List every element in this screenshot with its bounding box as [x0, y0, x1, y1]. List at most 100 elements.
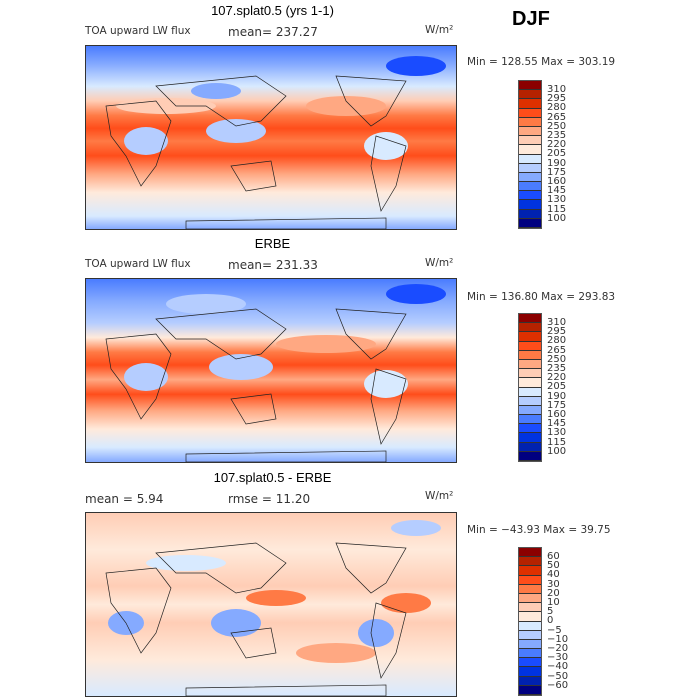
colorbar-tick-label: 250: [547, 120, 567, 132]
colorbar-box: [519, 630, 541, 640]
colorbar-box: [519, 396, 541, 406]
colorbar-box: [519, 658, 541, 668]
panel-3-mean: mean = 5.94: [85, 492, 164, 506]
map-field: [86, 279, 456, 462]
colorbar-tick-label: 250: [547, 353, 567, 365]
colorbar-tick-label: −30: [547, 652, 569, 664]
colorbar-tick-label: 175: [547, 399, 567, 411]
colorbar-tick-label: 50: [547, 560, 560, 572]
colorbar-box: [519, 685, 541, 695]
colorbar-box: [519, 209, 541, 219]
map-field: [86, 46, 456, 229]
colorbar-tick-label: 235: [547, 130, 567, 142]
contour-region: [386, 284, 446, 304]
contour-region: [124, 363, 168, 391]
panel-2-map: [85, 278, 457, 463]
coastlines: [105, 308, 407, 462]
colorbar-tick-label: 280: [547, 335, 567, 347]
contour-region: [211, 609, 261, 637]
colorbar-box: [519, 126, 541, 137]
colorbar-tick-label: 265: [547, 344, 567, 356]
colorbar-tick-label: −50: [547, 670, 569, 682]
colorbar-tick-label: −60: [547, 679, 569, 691]
colorbar-box: [519, 90, 541, 100]
panel-1-colorbar: [518, 80, 542, 229]
colorbar-tick-label: 10: [547, 597, 560, 609]
colorbar-box: [519, 415, 541, 425]
panel-3-map: [85, 512, 457, 697]
panel-1-mean: mean= 237.27: [228, 25, 318, 39]
colorbar-tick-label: 40: [547, 569, 560, 581]
colorbar-box: [519, 639, 541, 650]
panel-3-minmax: Min = −43.93 Max = 39.75: [467, 524, 611, 536]
panel-3-rmse: rmse = 11.20: [228, 492, 311, 506]
colorbar-box: [519, 163, 541, 173]
colorbar-box: [519, 442, 541, 452]
colorbar-tick-label: 190: [547, 157, 567, 169]
contour-region: [246, 590, 306, 606]
colorbar-box: [519, 676, 541, 686]
panel-2-mean: mean= 231.33: [228, 258, 318, 272]
colorbar-tick-label: 220: [547, 372, 567, 384]
colorbar-tick-label: −40: [547, 661, 569, 673]
colorbar-box: [519, 314, 541, 324]
colorbar-tick-label: 60: [547, 551, 560, 562]
contour-region: [146, 555, 226, 571]
colorbar-box: [519, 191, 541, 201]
contour-region: [386, 56, 446, 76]
colorbar-box: [519, 433, 541, 443]
colorbar-tick-label: 0: [547, 615, 554, 627]
colorbar-tick-label: 190: [547, 390, 567, 402]
colorbar-box: [519, 200, 541, 210]
colorbar-tick-label: 160: [547, 176, 567, 188]
colorbar-box: [519, 108, 541, 118]
colorbar-box: [519, 378, 541, 388]
colorbar-tick-label: −5: [547, 624, 562, 636]
colorbar-tick-label: 265: [547, 111, 567, 123]
season-label: DJF: [512, 8, 550, 30]
colorbar-box: [519, 424, 541, 434]
panel-3-colorbar: [518, 547, 542, 696]
colorbar-box: [519, 99, 541, 109]
panel-3-units: W/m²: [425, 490, 454, 502]
colorbar-tick-label: 130: [547, 427, 567, 439]
contour-region: [381, 593, 431, 613]
colorbar-tick-label: 100: [547, 212, 567, 224]
colorbar-tick-label: 115: [547, 203, 567, 215]
panel-2-colorbar-labels: 310 295 280 265 250 235 220 205 190 175 160 145 130 1…: [547, 317, 567, 457]
colorbar-tick-label: −10: [547, 633, 569, 645]
panel-2-minmax: Min = 136.80 Max = 293.83: [467, 291, 616, 303]
contour-region: [306, 96, 386, 116]
colorbar-box: [519, 154, 541, 164]
colorbar-tick-label: 145: [547, 185, 567, 197]
colorbar-box: [519, 603, 541, 613]
colorbar-tick-label: 295: [547, 326, 567, 338]
colorbar-tick-label: 100: [547, 445, 567, 457]
contour-region: [116, 98, 216, 114]
colorbar-box: [519, 332, 541, 342]
colorbar-tick-label: 20: [547, 587, 560, 599]
colorbar-box: [519, 387, 541, 397]
contour-region: [191, 83, 241, 99]
panel-2-variable: TOA upward LW flux: [85, 258, 191, 270]
colorbar-tick-label: 205: [547, 381, 567, 393]
colorbar-tick-label: 280: [547, 102, 567, 114]
colorbar-tick-label: 235: [547, 363, 567, 375]
coastlines: [105, 542, 407, 696]
contour-region: [364, 132, 408, 160]
contour-region: [166, 294, 246, 314]
panel-2-title: ERBE: [254, 236, 291, 251]
contour-region: [391, 520, 441, 536]
colorbar-tick-label: 310: [547, 317, 567, 328]
colorbar-tick-label: 145: [547, 418, 567, 430]
map-field: [86, 513, 456, 696]
colorbar-box: [519, 369, 541, 379]
coastlines: [105, 75, 407, 229]
contour-region: [276, 335, 376, 353]
colorbar-box: [519, 612, 541, 622]
panel-1-units: W/m²: [425, 24, 454, 36]
colorbar-tick-label: 295: [547, 93, 567, 105]
contour-region: [296, 643, 376, 663]
colorbar-box: [519, 593, 541, 604]
